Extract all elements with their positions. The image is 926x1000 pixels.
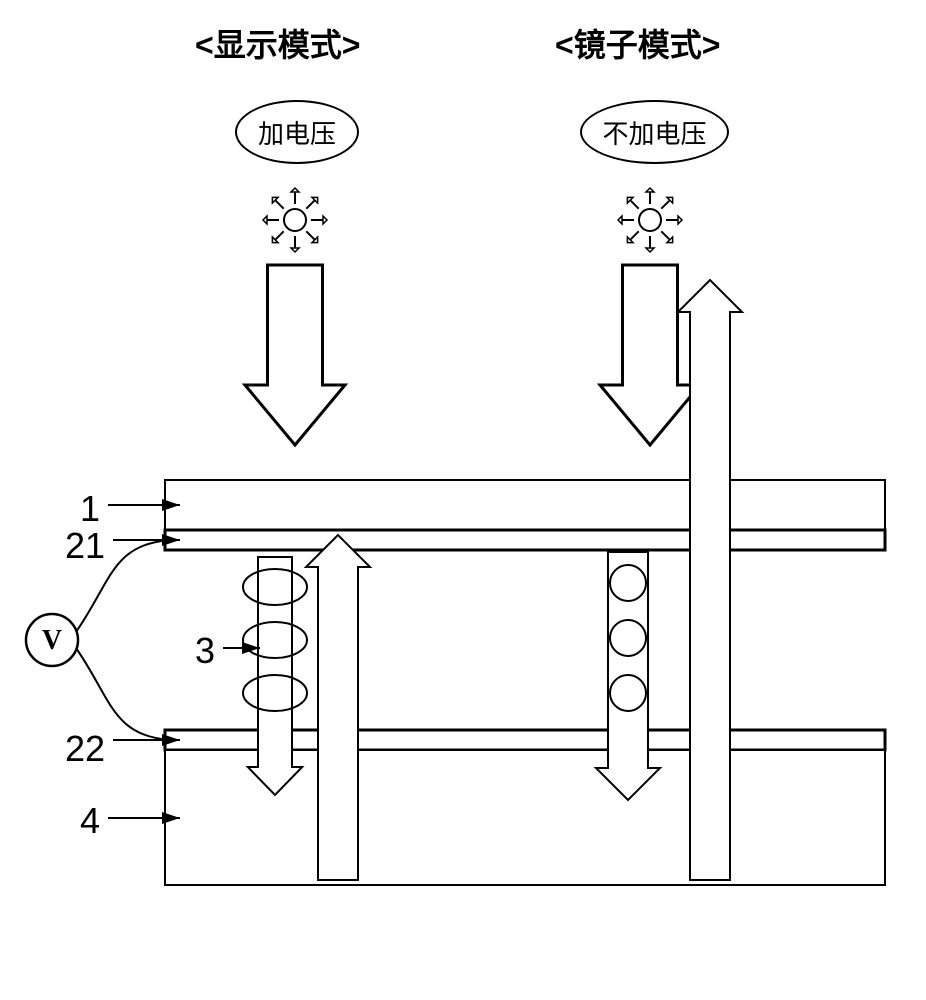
- voltage-oval-right: 不加电压: [580, 100, 729, 164]
- layer-label-22: 22: [65, 728, 105, 770]
- layer-label-4: 4: [80, 800, 100, 842]
- svg-text:V: V: [42, 625, 62, 656]
- layer-label-1: 1: [80, 488, 100, 530]
- mode-label-right: <镜子模式>: [555, 20, 720, 66]
- mode-label-left: <显示模式>: [195, 20, 360, 66]
- voltage-oval-left: 加电压: [235, 100, 359, 164]
- layer-label-21: 21: [65, 525, 105, 567]
- layer-label-3: 3: [195, 630, 215, 672]
